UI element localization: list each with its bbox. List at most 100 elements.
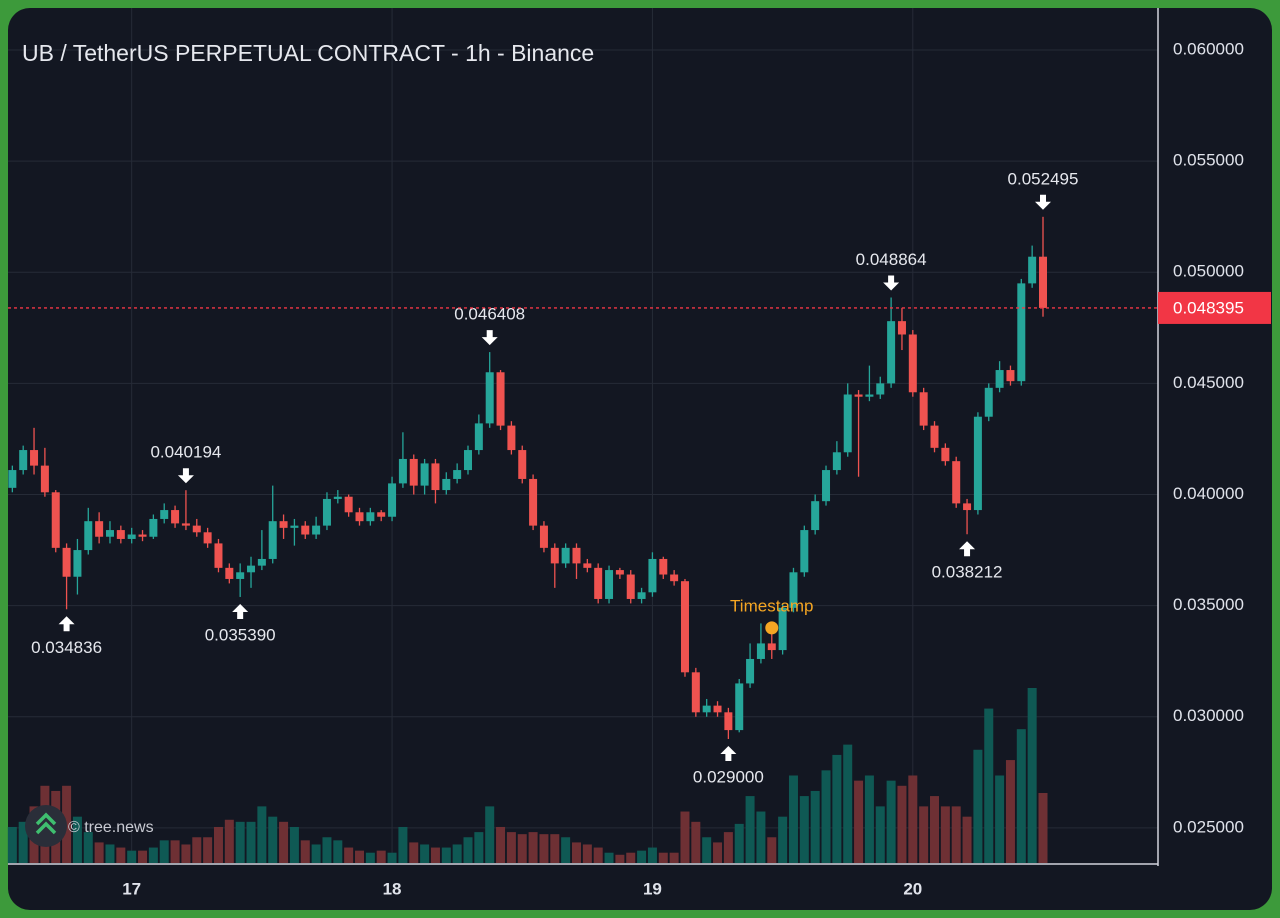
annotations: 0.034836 0.040194 0.035390 0.046408 0.029000…: [31, 169, 1078, 786]
volume-bar: [333, 840, 343, 863]
annotation-arrow: [232, 603, 249, 619]
volume-bar: [647, 847, 657, 863]
volume-bar: [181, 844, 191, 863]
y-tick-label: 0.040000: [1173, 484, 1244, 503]
volume-bar: [72, 816, 82, 863]
candle-body: [84, 521, 93, 551]
annotation-label: 0.029000: [693, 767, 764, 786]
volume-bar: [517, 834, 527, 863]
candle-body: [724, 712, 733, 731]
volume-bar: [539, 834, 549, 863]
volume-bar: [799, 796, 809, 863]
y-tick-label: 0.035000: [1173, 595, 1244, 614]
volume-bar: [582, 844, 592, 863]
candle-body: [778, 607, 787, 651]
volume-bar: [702, 837, 712, 863]
candle-body: [767, 643, 776, 651]
candle-body: [366, 512, 375, 522]
candle-body: [496, 372, 505, 426]
candle-body: [257, 558, 266, 566]
x-tick-label: 18: [383, 879, 402, 898]
volume-bar: [669, 852, 679, 863]
candle-body: [268, 521, 277, 559]
candle-body: [192, 525, 201, 533]
candle-body: [561, 547, 570, 564]
volume-bar: [843, 744, 853, 863]
candle-body: [518, 450, 527, 479]
annotation-label: 0.046408: [454, 305, 525, 324]
volume-bar: [409, 842, 419, 863]
volume-bar: [192, 837, 202, 863]
y-tick-label: 0.060000: [1173, 39, 1244, 58]
candles: [8, 216, 1047, 739]
volume-bar: [637, 850, 647, 863]
annotation-label: 0.052495: [1008, 169, 1079, 188]
candle-body: [897, 321, 906, 335]
candle-body: [116, 530, 125, 539]
volume-bar: [626, 852, 636, 863]
volume-bar: [83, 832, 93, 863]
candle-body: [377, 512, 386, 517]
volume-bar: [897, 785, 907, 863]
watermark: © tree.news: [68, 819, 154, 836]
volume-bar: [973, 749, 983, 863]
volume-bar: [810, 790, 820, 863]
volume-bar: [452, 844, 462, 863]
volume-bar: [127, 850, 137, 863]
volume-bar: [962, 816, 972, 863]
candle-body: [62, 547, 71, 577]
candle-body: [941, 447, 950, 462]
volume-bar: [311, 844, 321, 863]
volume-bar: [365, 852, 375, 863]
y-tick-label: 0.030000: [1173, 706, 1244, 725]
volume-bar: [832, 754, 842, 863]
candle-body: [572, 547, 581, 564]
last-price-box: [1158, 291, 1271, 324]
candle-body: [127, 534, 136, 539]
volume: [7, 688, 1048, 863]
annotation-arrow: [959, 541, 976, 557]
candle-body: [1028, 256, 1037, 284]
volume-bar: [550, 834, 560, 863]
candle-body: [73, 550, 82, 577]
annotation-label: 0.034836: [31, 638, 102, 657]
candle-body: [485, 372, 494, 424]
volume-bar: [387, 852, 397, 863]
candle-body: [854, 394, 863, 397]
volume-bar: [723, 832, 733, 863]
candle-body: [19, 450, 28, 471]
annotation-label: 0.035390: [205, 625, 276, 644]
volume-bar: [821, 770, 831, 863]
candle-body: [203, 532, 212, 544]
annotation-arrow: [720, 745, 737, 761]
volume-bar: [430, 847, 440, 863]
volume-bar: [875, 806, 885, 863]
candle-body: [51, 492, 60, 548]
volume-bar: [756, 811, 766, 863]
volume-bar: [138, 850, 148, 863]
volume-bar: [441, 847, 451, 863]
candle-body: [453, 470, 462, 479]
volume-bar: [854, 780, 864, 863]
volume-bar: [116, 847, 126, 863]
candle-body: [95, 521, 104, 537]
volume-bar: [203, 837, 213, 863]
candle-body: [843, 394, 852, 453]
candle-body: [160, 510, 169, 519]
volume-bar: [691, 821, 701, 863]
candle-body: [333, 496, 342, 499]
volume-bar: [279, 821, 289, 863]
candle-body: [659, 558, 668, 575]
volume-bar: [864, 775, 874, 863]
volume-bar: [713, 842, 723, 863]
volume-bar: [995, 775, 1005, 863]
candle-body: [279, 521, 288, 528]
volume-bar: [474, 832, 484, 863]
timestamp-label: Timestamp: [730, 596, 813, 615]
candle-body: [529, 478, 538, 526]
candle-body: [290, 525, 299, 528]
volume-bar: [593, 847, 603, 863]
candle-body: [301, 525, 310, 535]
x-tick-label: 19: [643, 879, 662, 898]
volume-bar: [680, 811, 690, 863]
